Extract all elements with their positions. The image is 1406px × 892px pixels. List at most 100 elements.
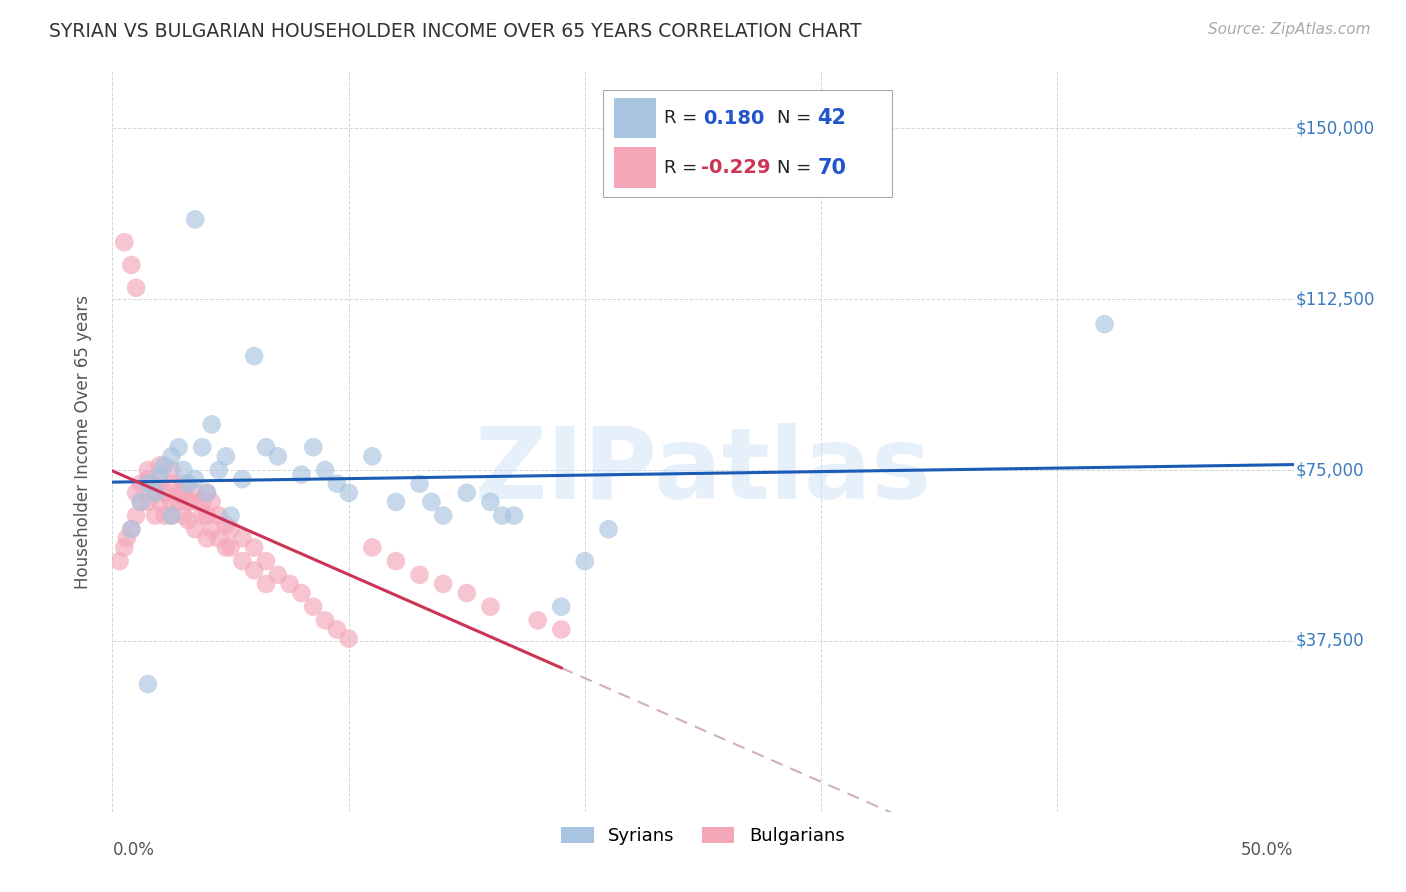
Point	[574, 554, 596, 568]
Point	[115, 532, 138, 546]
Point	[231, 532, 253, 546]
Point	[129, 495, 152, 509]
Text: N =: N =	[778, 109, 817, 127]
Point	[160, 463, 183, 477]
Text: Source: ZipAtlas.com: Source: ZipAtlas.com	[1208, 22, 1371, 37]
FancyBboxPatch shape	[614, 97, 655, 138]
Text: R =: R =	[664, 159, 703, 177]
Text: $150,000: $150,000	[1296, 120, 1375, 137]
Point	[215, 450, 238, 464]
Point	[254, 554, 277, 568]
Point	[432, 577, 454, 591]
Point	[243, 563, 266, 577]
Point	[231, 554, 253, 568]
Point	[125, 508, 148, 523]
Point	[191, 440, 214, 454]
Point	[408, 476, 430, 491]
Point	[302, 599, 325, 614]
Point	[302, 440, 325, 454]
Point	[420, 495, 443, 509]
Point	[177, 476, 200, 491]
Point	[172, 485, 194, 500]
Point	[120, 522, 142, 536]
Point	[143, 485, 166, 500]
Point	[177, 513, 200, 527]
Point	[314, 463, 336, 477]
Point	[219, 541, 242, 555]
Y-axis label: Householder Income Over 65 years: Householder Income Over 65 years	[73, 294, 91, 589]
Point	[167, 495, 190, 509]
Point	[136, 677, 159, 691]
Text: N =: N =	[778, 159, 817, 177]
Point	[149, 476, 172, 491]
Text: SYRIAN VS BULGARIAN HOUSEHOLDER INCOME OVER 65 YEARS CORRELATION CHART: SYRIAN VS BULGARIAN HOUSEHOLDER INCOME O…	[49, 22, 862, 41]
Point	[243, 541, 266, 555]
Point	[120, 258, 142, 272]
Text: $75,000: $75,000	[1296, 461, 1364, 479]
Point	[215, 517, 238, 532]
Point	[184, 522, 207, 536]
Point	[195, 508, 218, 523]
Point	[408, 567, 430, 582]
Point	[254, 577, 277, 591]
Point	[479, 495, 502, 509]
Point	[108, 554, 131, 568]
Point	[177, 495, 200, 509]
Point	[136, 463, 159, 477]
Point	[136, 495, 159, 509]
Point	[160, 450, 183, 464]
Point	[491, 508, 513, 523]
Point	[191, 508, 214, 523]
Point	[112, 541, 135, 555]
Text: R =: R =	[664, 109, 703, 127]
Point	[432, 508, 454, 523]
Point	[456, 485, 478, 500]
Text: 70: 70	[817, 158, 846, 178]
Point	[201, 495, 224, 509]
Point	[120, 522, 142, 536]
Point	[153, 485, 176, 500]
Point	[598, 522, 620, 536]
Point	[184, 212, 207, 227]
Point	[215, 541, 238, 555]
Point	[184, 495, 207, 509]
Point	[149, 467, 172, 482]
Point	[361, 541, 384, 555]
Point	[219, 508, 242, 523]
Point	[290, 586, 312, 600]
Point	[195, 532, 218, 546]
Point	[184, 485, 207, 500]
Point	[385, 554, 408, 568]
Point	[550, 599, 572, 614]
Point	[208, 532, 231, 546]
Point	[290, 467, 312, 482]
Point	[243, 349, 266, 363]
Point	[526, 613, 548, 627]
Point	[267, 450, 290, 464]
Point	[184, 472, 207, 486]
Point	[172, 463, 194, 477]
Point	[112, 235, 135, 250]
Point	[208, 463, 231, 477]
Point	[385, 495, 408, 509]
Point	[167, 440, 190, 454]
Point	[219, 522, 242, 536]
Point	[201, 417, 224, 432]
Point	[129, 476, 152, 491]
Point	[208, 508, 231, 523]
Point	[326, 623, 349, 637]
Point	[337, 485, 360, 500]
Point	[172, 508, 194, 523]
Point	[479, 599, 502, 614]
Point	[142, 476, 165, 491]
FancyBboxPatch shape	[614, 147, 655, 188]
Point	[153, 458, 176, 473]
Text: -0.229: -0.229	[700, 158, 770, 178]
Point	[136, 476, 159, 491]
Point	[195, 485, 218, 500]
Point	[550, 623, 572, 637]
Point	[456, 586, 478, 600]
Point	[143, 508, 166, 523]
Text: ZIPatlas: ZIPatlas	[475, 423, 931, 520]
Point	[129, 495, 152, 509]
